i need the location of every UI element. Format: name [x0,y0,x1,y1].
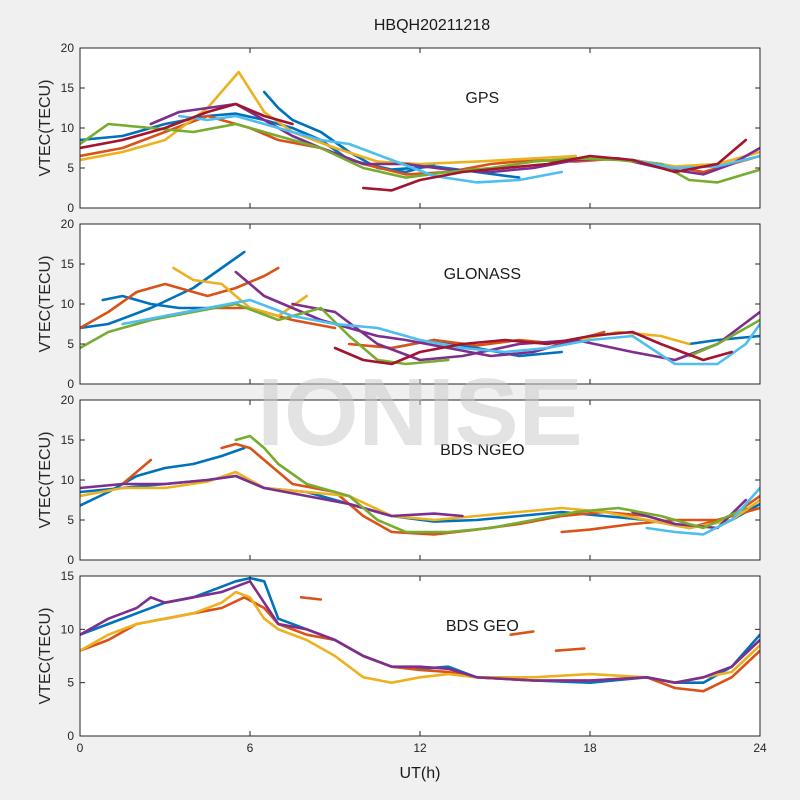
series-group [80,250,760,366]
y-tick-label: 5 [67,676,74,690]
y-tick-label: 5 [67,513,74,527]
series-line [509,630,535,637]
y-tick-label: 0 [67,553,74,567]
subplot-3: 0 5 10 15 20 VTEC(TECU) BDS NGEO [37,393,761,567]
x-tick-label: 12 [413,741,427,755]
x-tick-label: 6 [247,741,254,755]
system-label: GLONASS [444,266,521,283]
y-tick-label: 20 [61,41,75,55]
y-tick-label: 15 [61,569,75,583]
x-axis-label: UT(h) [400,765,441,782]
y-tick-label: 15 [61,433,75,447]
system-label: GPS [465,90,499,107]
series-line [80,474,464,518]
series-group [80,70,760,192]
system-label: BDS GEO [446,618,519,635]
series-line [687,334,760,346]
series-group [80,576,760,693]
y-tick-label: 5 [67,161,74,175]
subplot-grid: 0 5 10 15 20 VTEC(TECU) GPS 0 5 10 15 20 VTEC(TECU) G… [37,41,767,755]
series-line [299,595,323,601]
series-line [645,486,760,536]
series-line [80,302,450,366]
y-axis-label: VTEC(TECU) [37,80,54,177]
series-line [80,266,280,330]
series-line [177,114,564,184]
figure-title: HBQH20211218 [374,17,490,34]
series-line [121,458,153,486]
series-line [234,434,748,534]
y-axis-label: VTEC(TECU) [37,256,54,353]
series-line [80,112,521,179]
y-tick-label: 10 [61,297,75,311]
subplot-2: 0 5 10 15 20 VTEC(TECU) GLONASS [37,217,761,391]
series-line [80,102,294,150]
plot-area [80,224,760,384]
series-line [80,250,246,330]
series-line [80,446,246,507]
y-tick-label: 0 [67,729,74,743]
y-axis-label: VTEC(TECU) [37,432,54,529]
x-tick-label: 18 [583,741,597,755]
series-line [80,470,760,530]
y-tick-label: 0 [67,377,74,391]
series-line [554,647,586,653]
y-tick-label: 5 [67,337,74,351]
series-line [333,330,734,366]
y-tick-label: 15 [61,257,75,271]
system-label: BDS NGEO [440,442,524,459]
subplot-4: 0 5 10 15 0 6 12 18 24 VTEC(TECU) BDS GEO [37,569,767,755]
y-axis-label: VTEC(TECU) [37,608,54,705]
series-line [687,318,760,358]
series-line [121,298,760,366]
y-tick-label: 10 [61,473,75,487]
series-line [361,138,748,192]
y-tick-label: 15 [61,81,75,95]
plot-area [80,576,760,736]
subplot-1: 0 5 10 15 20 VTEC(TECU) GPS [37,41,761,215]
y-tick-label: 10 [61,622,75,636]
y-tick-label: 0 [67,201,74,215]
x-tick-label: 24 [753,741,767,755]
watermark-text: IONISE [257,359,582,466]
series-line [234,270,578,358]
series-line [80,579,760,685]
x-tick-label: 0 [77,741,84,755]
y-tick-label: 20 [61,217,75,231]
y-tick-label: 20 [61,393,75,407]
series-group [80,434,760,536]
y-tick-label: 10 [61,121,75,135]
